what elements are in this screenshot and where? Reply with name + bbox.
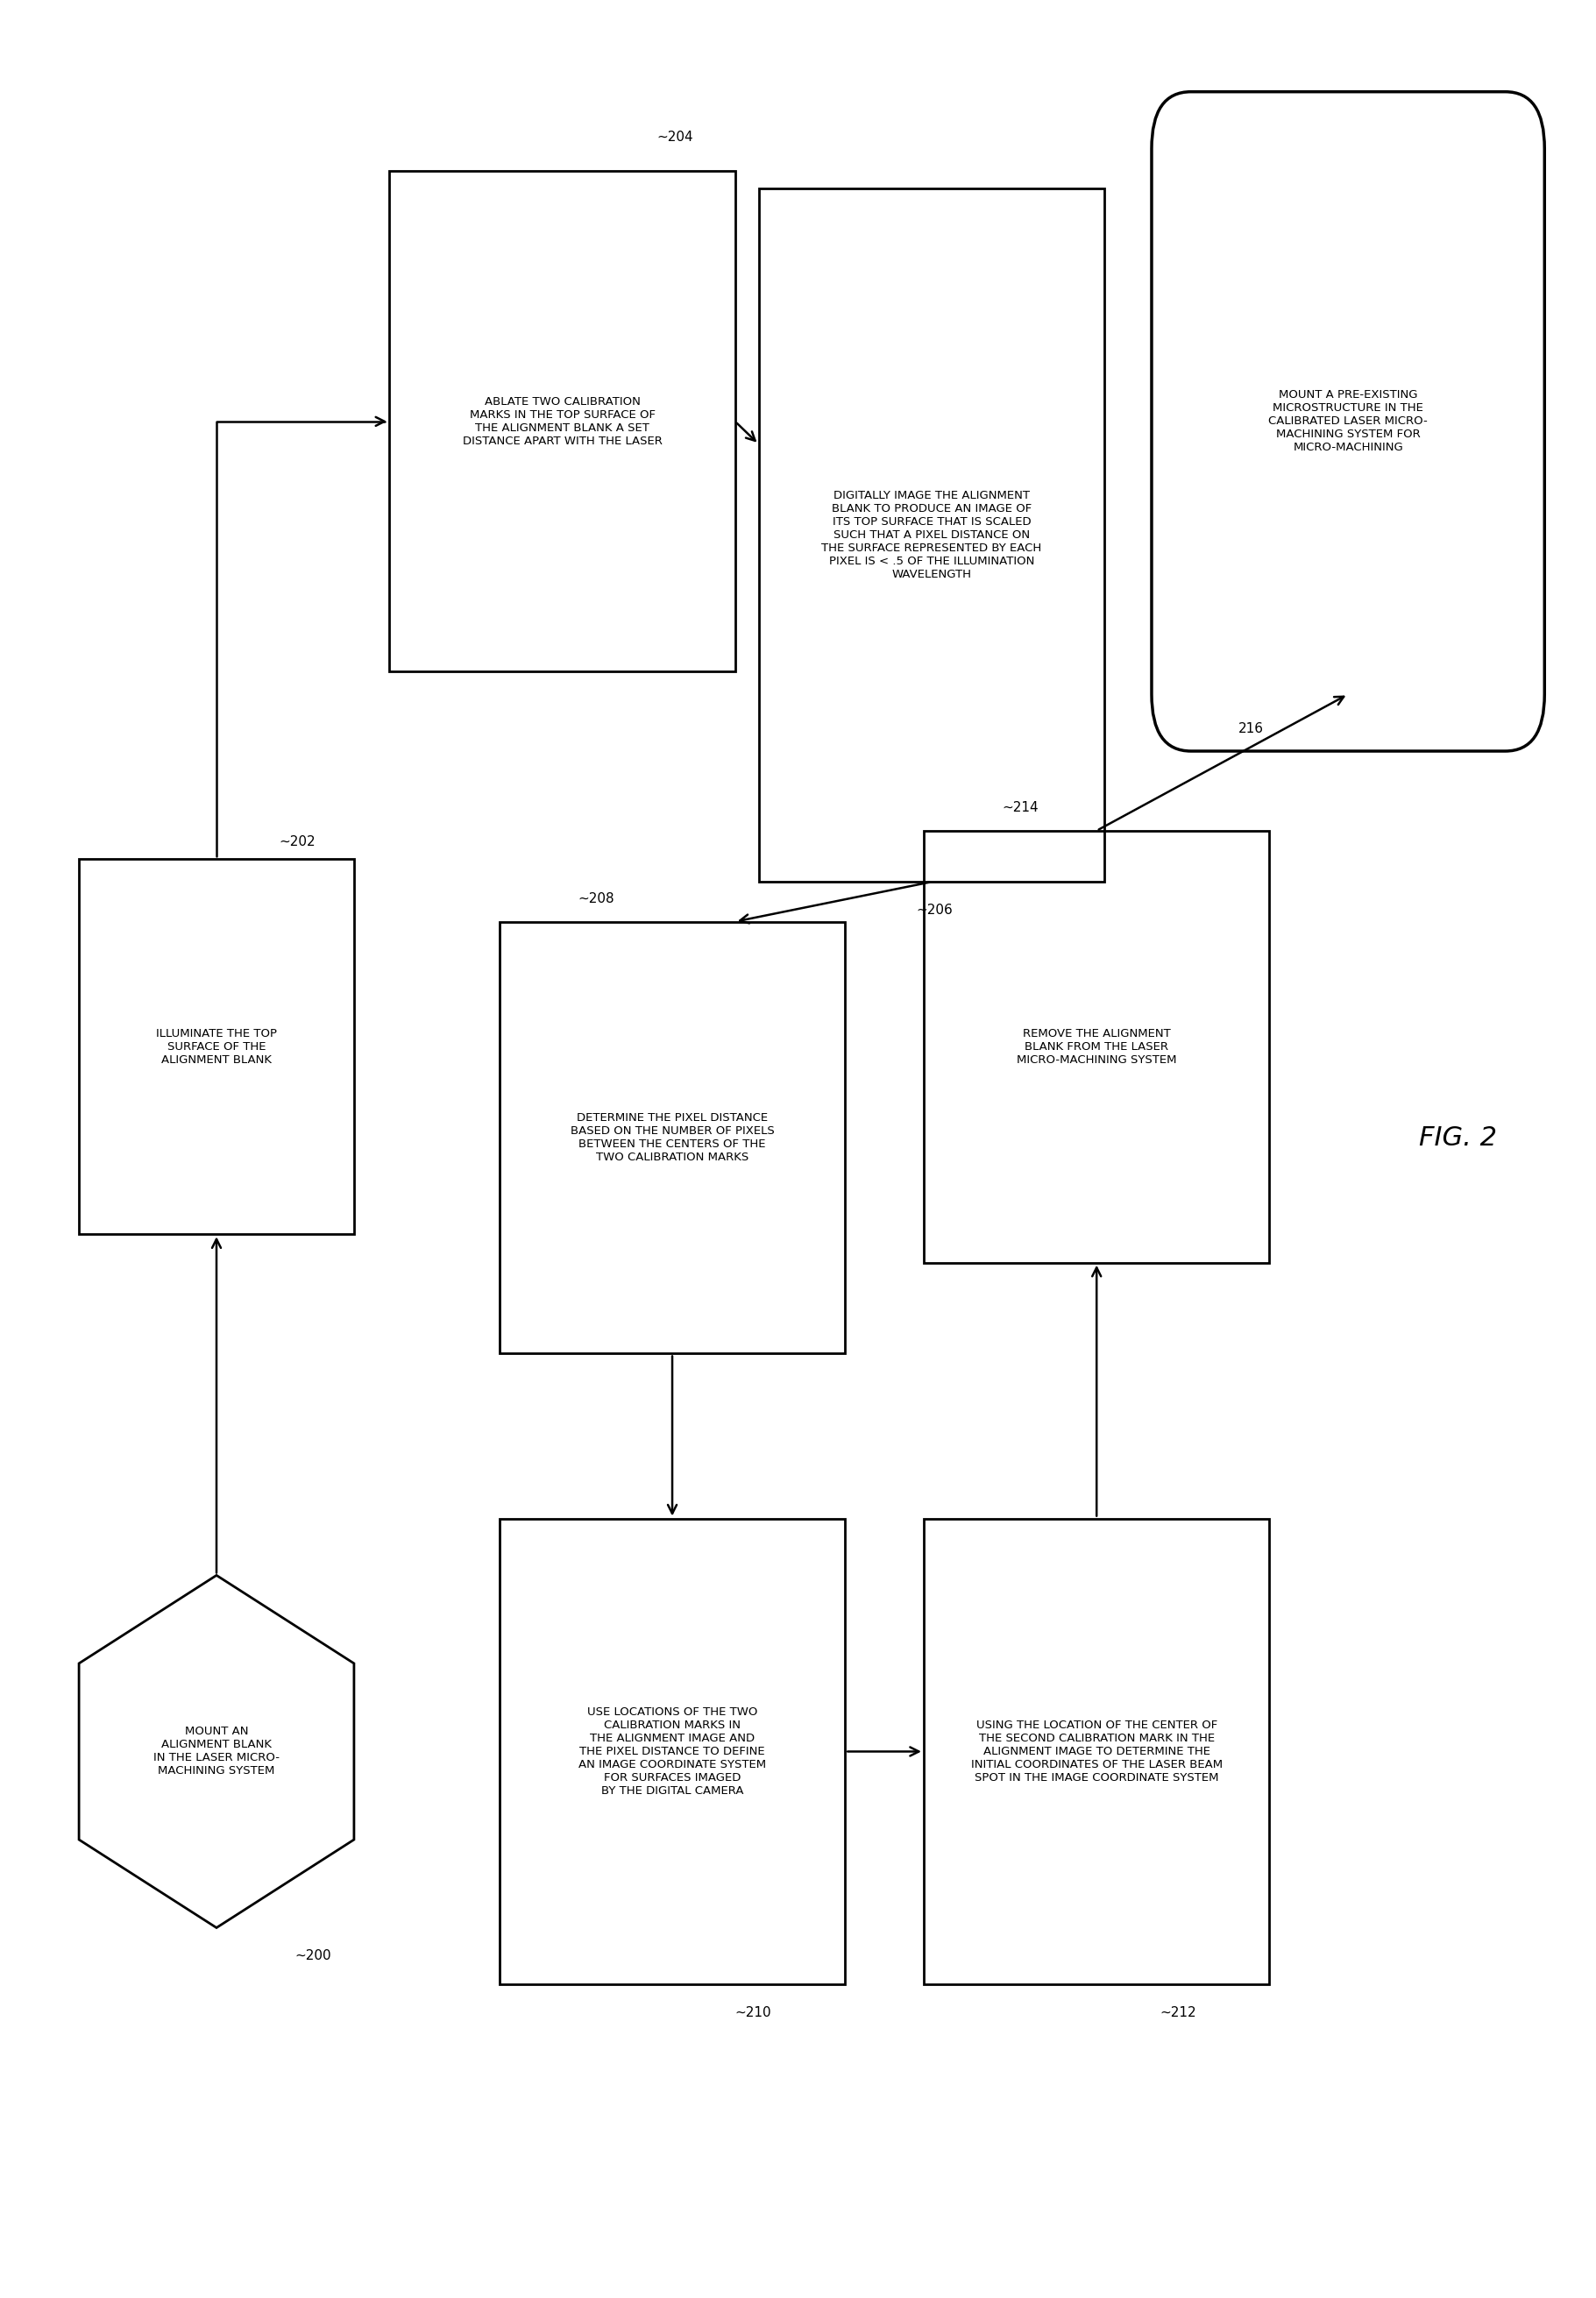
Text: 216: 216 — [1238, 722, 1264, 735]
Text: ~212: ~212 — [1159, 2006, 1195, 2020]
Text: DIGITALLY IMAGE THE ALIGNMENT
BLANK TO PRODUCE AN IMAGE OF
ITS TOP SURFACE THAT : DIGITALLY IMAGE THE ALIGNMENT BLANK TO P… — [822, 489, 1042, 581]
Bar — [924, 830, 1269, 1262]
Text: ~204: ~204 — [656, 131, 693, 145]
Text: DETERMINE THE PIXEL DISTANCE
BASED ON THE NUMBER OF PIXELS
BETWEEN THE CENTERS O: DETERMINE THE PIXEL DISTANCE BASED ON TH… — [570, 1112, 774, 1163]
Bar — [924, 1519, 1269, 1985]
Text: USING THE LOCATION OF THE CENTER OF
THE SECOND CALIBRATION MARK IN THE
ALIGNMENT: USING THE LOCATION OF THE CENTER OF THE … — [970, 1719, 1223, 1783]
Text: ~210: ~210 — [736, 2006, 771, 2020]
Text: ~214: ~214 — [1002, 802, 1039, 813]
Text: MOUNT A PRE-EXISTING
MICROSTRUCTURE IN THE
CALIBRATED LASER MICRO-
MACHINING SYS: MOUNT A PRE-EXISTING MICROSTRUCTURE IN T… — [1269, 388, 1428, 453]
Bar — [500, 921, 846, 1354]
Text: ABLATE TWO CALIBRATION
MARKS IN THE TOP SURFACE OF
THE ALIGNMENT BLANK A SET
DIS: ABLATE TWO CALIBRATION MARKS IN THE TOP … — [463, 395, 662, 446]
Text: ~208: ~208 — [578, 892, 614, 905]
Bar — [758, 188, 1104, 882]
Text: ~202: ~202 — [279, 836, 316, 848]
Text: ~206: ~206 — [916, 903, 953, 917]
Text: MOUNT AN
ALIGNMENT BLANK
IN THE LASER MICRO-
MACHINING SYSTEM: MOUNT AN ALIGNMENT BLANK IN THE LASER MI… — [153, 1726, 279, 1776]
Bar — [389, 172, 736, 671]
Bar — [500, 1519, 846, 1985]
Text: FIG. 2: FIG. 2 — [1419, 1126, 1497, 1151]
Text: REMOVE THE ALIGNMENT
BLANK FROM THE LASER
MICRO-MACHINING SYSTEM: REMOVE THE ALIGNMENT BLANK FROM THE LASE… — [1017, 1027, 1176, 1066]
Text: ~200: ~200 — [295, 1949, 332, 1962]
Bar — [78, 859, 354, 1234]
Text: ILLUMINATE THE TOP
SURFACE OF THE
ALIGNMENT BLANK: ILLUMINATE THE TOP SURFACE OF THE ALIGNM… — [156, 1027, 278, 1066]
Text: USE LOCATIONS OF THE TWO
CALIBRATION MARKS IN
THE ALIGNMENT IMAGE AND
THE PIXEL : USE LOCATIONS OF THE TWO CALIBRATION MAR… — [578, 1707, 766, 1797]
